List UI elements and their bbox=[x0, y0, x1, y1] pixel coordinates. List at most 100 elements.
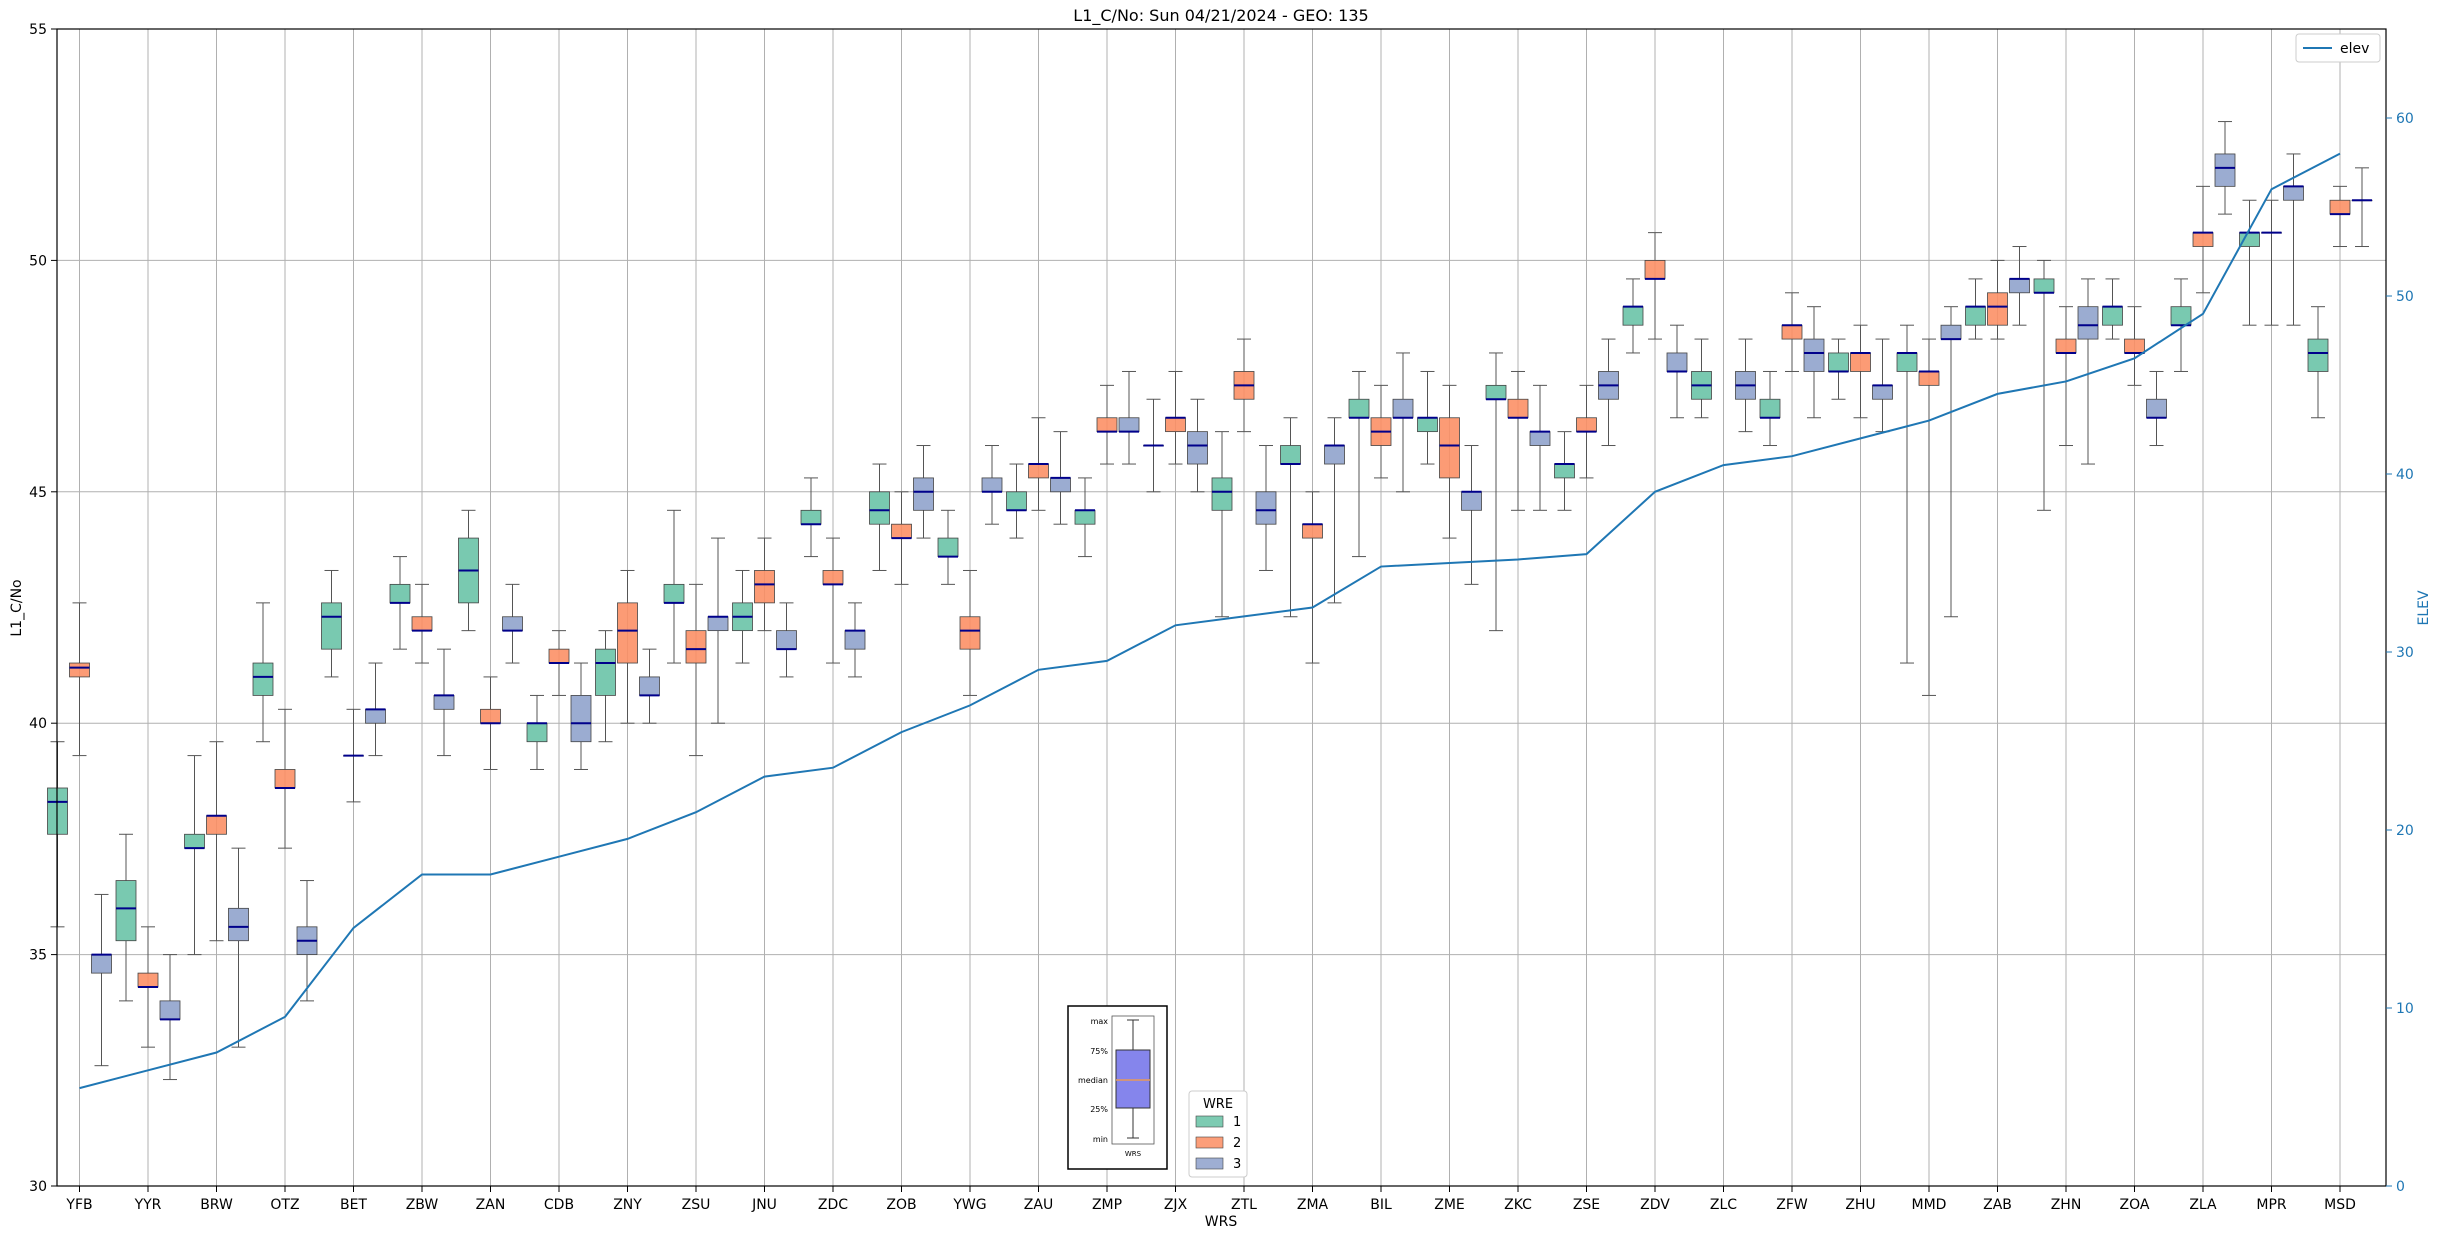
box-group-bet-wre2 bbox=[343, 708, 364, 803]
box-group-mpr-wre1 bbox=[2239, 199, 2260, 326]
box-group-zab-wre3 bbox=[2009, 246, 2030, 326]
box-group-zob-wre3 bbox=[913, 445, 934, 539]
box-group-zma-wre1 bbox=[1280, 417, 1301, 618]
x-tick-label: ZLA bbox=[2189, 1197, 2217, 1213]
iqr-box bbox=[433, 695, 455, 710]
iqr-box bbox=[1096, 417, 1118, 433]
iqr-box bbox=[2283, 185, 2304, 201]
iqr-box bbox=[1255, 491, 1277, 525]
iqr-box bbox=[411, 616, 433, 632]
box-group-zsu-wre3 bbox=[707, 537, 729, 724]
box-group-ywg-wre2 bbox=[959, 569, 981, 696]
iqr-box bbox=[913, 477, 934, 511]
x-tick-label: ZME bbox=[1434, 1197, 1465, 1213]
box-group-yyr-wre3 bbox=[159, 954, 181, 1081]
iqr-box bbox=[891, 523, 912, 539]
box-group-bil-wre2 bbox=[1370, 384, 1392, 479]
x-tick-label: YFB bbox=[65, 1197, 92, 1213]
iqr-box bbox=[2124, 338, 2145, 354]
box-group-zau-wre3 bbox=[1050, 431, 1071, 525]
iqr-box bbox=[1987, 292, 2008, 326]
iqr-box bbox=[1417, 417, 1438, 433]
box-group-zjx-wre1 bbox=[1143, 398, 1164, 493]
box-group-zmp-wre3 bbox=[1118, 370, 1140, 465]
y2-tick-label: 20 bbox=[2396, 823, 2414, 839]
iqr-box bbox=[617, 602, 638, 664]
box-group-zdv-wre3 bbox=[1666, 324, 1688, 419]
x-tick-label: JNU bbox=[751, 1197, 777, 1213]
box-group-zme-wre3 bbox=[1461, 445, 1482, 585]
wre-legend-swatch-3 bbox=[1195, 1157, 1224, 1170]
box-group-bet-wre1 bbox=[321, 569, 342, 678]
x-tick-label: ZAU bbox=[1024, 1197, 1053, 1213]
box-group-zbw-wre1 bbox=[389, 556, 411, 650]
x-tick-label: YWG bbox=[952, 1197, 986, 1213]
x-tick-label: BET bbox=[340, 1197, 367, 1213]
y2-tick-label: 40 bbox=[2396, 467, 2414, 483]
box-group-zfw-wre1 bbox=[1759, 370, 1781, 447]
box-group-zsu-wre2 bbox=[685, 583, 707, 757]
box-group-zhn-wre1 bbox=[2033, 259, 2055, 511]
box-group-zmp-wre1 bbox=[1074, 477, 1096, 558]
box-group-ztl-wre3 bbox=[1255, 445, 1277, 571]
iqr-box bbox=[1439, 417, 1460, 479]
box-group-cdb-wre1 bbox=[526, 694, 548, 770]
iqr-box bbox=[959, 616, 981, 650]
x-tick-label: ZHN bbox=[2051, 1197, 2082, 1213]
x-tick-label: ZAN bbox=[476, 1197, 506, 1213]
x-tick-label: ZLC bbox=[1710, 1197, 1737, 1213]
iqr-box bbox=[2102, 306, 2123, 326]
key-label-max: max bbox=[1091, 1017, 1109, 1026]
iqr-box bbox=[2146, 398, 2167, 419]
wre-legend: WRE 1 2 3 bbox=[1188, 1090, 1248, 1178]
key-inset-axes bbox=[1111, 1015, 1155, 1145]
box-group-zmp-wre2 bbox=[1096, 384, 1118, 465]
iqr-box bbox=[2192, 232, 2214, 247]
iqr-box bbox=[639, 676, 660, 696]
iqr-box bbox=[1576, 417, 1597, 433]
iqr-box bbox=[228, 907, 249, 942]
iqr-box bbox=[1302, 523, 1323, 539]
iqr-box bbox=[2077, 306, 2099, 340]
box-group-zdc-wre1 bbox=[800, 477, 822, 558]
iqr-box bbox=[707, 616, 729, 632]
wre-legend-label-1: 1 bbox=[1233, 1115, 1241, 1130]
x-tick-label: ZDV bbox=[1640, 1197, 1670, 1213]
iqr-box bbox=[1028, 463, 1049, 479]
iqr-box bbox=[252, 662, 274, 696]
iqr-box bbox=[1324, 445, 1345, 465]
box-group-zla-wre2 bbox=[2192, 185, 2214, 294]
box-group-zoa-wre3 bbox=[2146, 370, 2167, 447]
iqr-box bbox=[2307, 338, 2329, 372]
key-label-q1: 25% bbox=[1090, 1105, 1108, 1114]
iqr-box bbox=[776, 630, 797, 650]
box-group-zau-wre1 bbox=[1006, 463, 1027, 539]
y2-axis-label: ELEV bbox=[2416, 590, 2432, 625]
iqr-box bbox=[822, 570, 844, 585]
wre-legend-swatch-1 bbox=[1195, 1115, 1224, 1128]
iqr-box bbox=[1165, 417, 1186, 433]
box-group-zjx-wre2 bbox=[1165, 370, 1186, 465]
box-group-zan-wre2 bbox=[480, 676, 501, 770]
x-tick-label: ZSU bbox=[682, 1197, 711, 1213]
x-tick-label: ZTL bbox=[1231, 1197, 1257, 1213]
box-group-zoa-wre1 bbox=[2102, 278, 2123, 340]
box-group-zab-wre2 bbox=[1987, 259, 2008, 340]
iqr-box bbox=[570, 695, 592, 743]
plot-frame bbox=[56, 28, 2387, 1187]
iqr-box bbox=[1872, 384, 1893, 400]
box-layer bbox=[47, 121, 2373, 1081]
iqr-box bbox=[2239, 232, 2260, 247]
y2-tick-label: 60 bbox=[2396, 111, 2414, 127]
iqr-box bbox=[1918, 371, 1940, 386]
box-group-brw-wre2 bbox=[206, 741, 227, 942]
iqr-box bbox=[2055, 338, 2077, 354]
iqr-box bbox=[844, 630, 866, 650]
iqr-box bbox=[663, 583, 685, 604]
iqr-box bbox=[2009, 278, 2030, 294]
box-group-zny-wre2 bbox=[617, 569, 638, 724]
box-group-yfb-wre3 bbox=[91, 893, 112, 1067]
x-tick-label: ZMP bbox=[1092, 1197, 1122, 1213]
